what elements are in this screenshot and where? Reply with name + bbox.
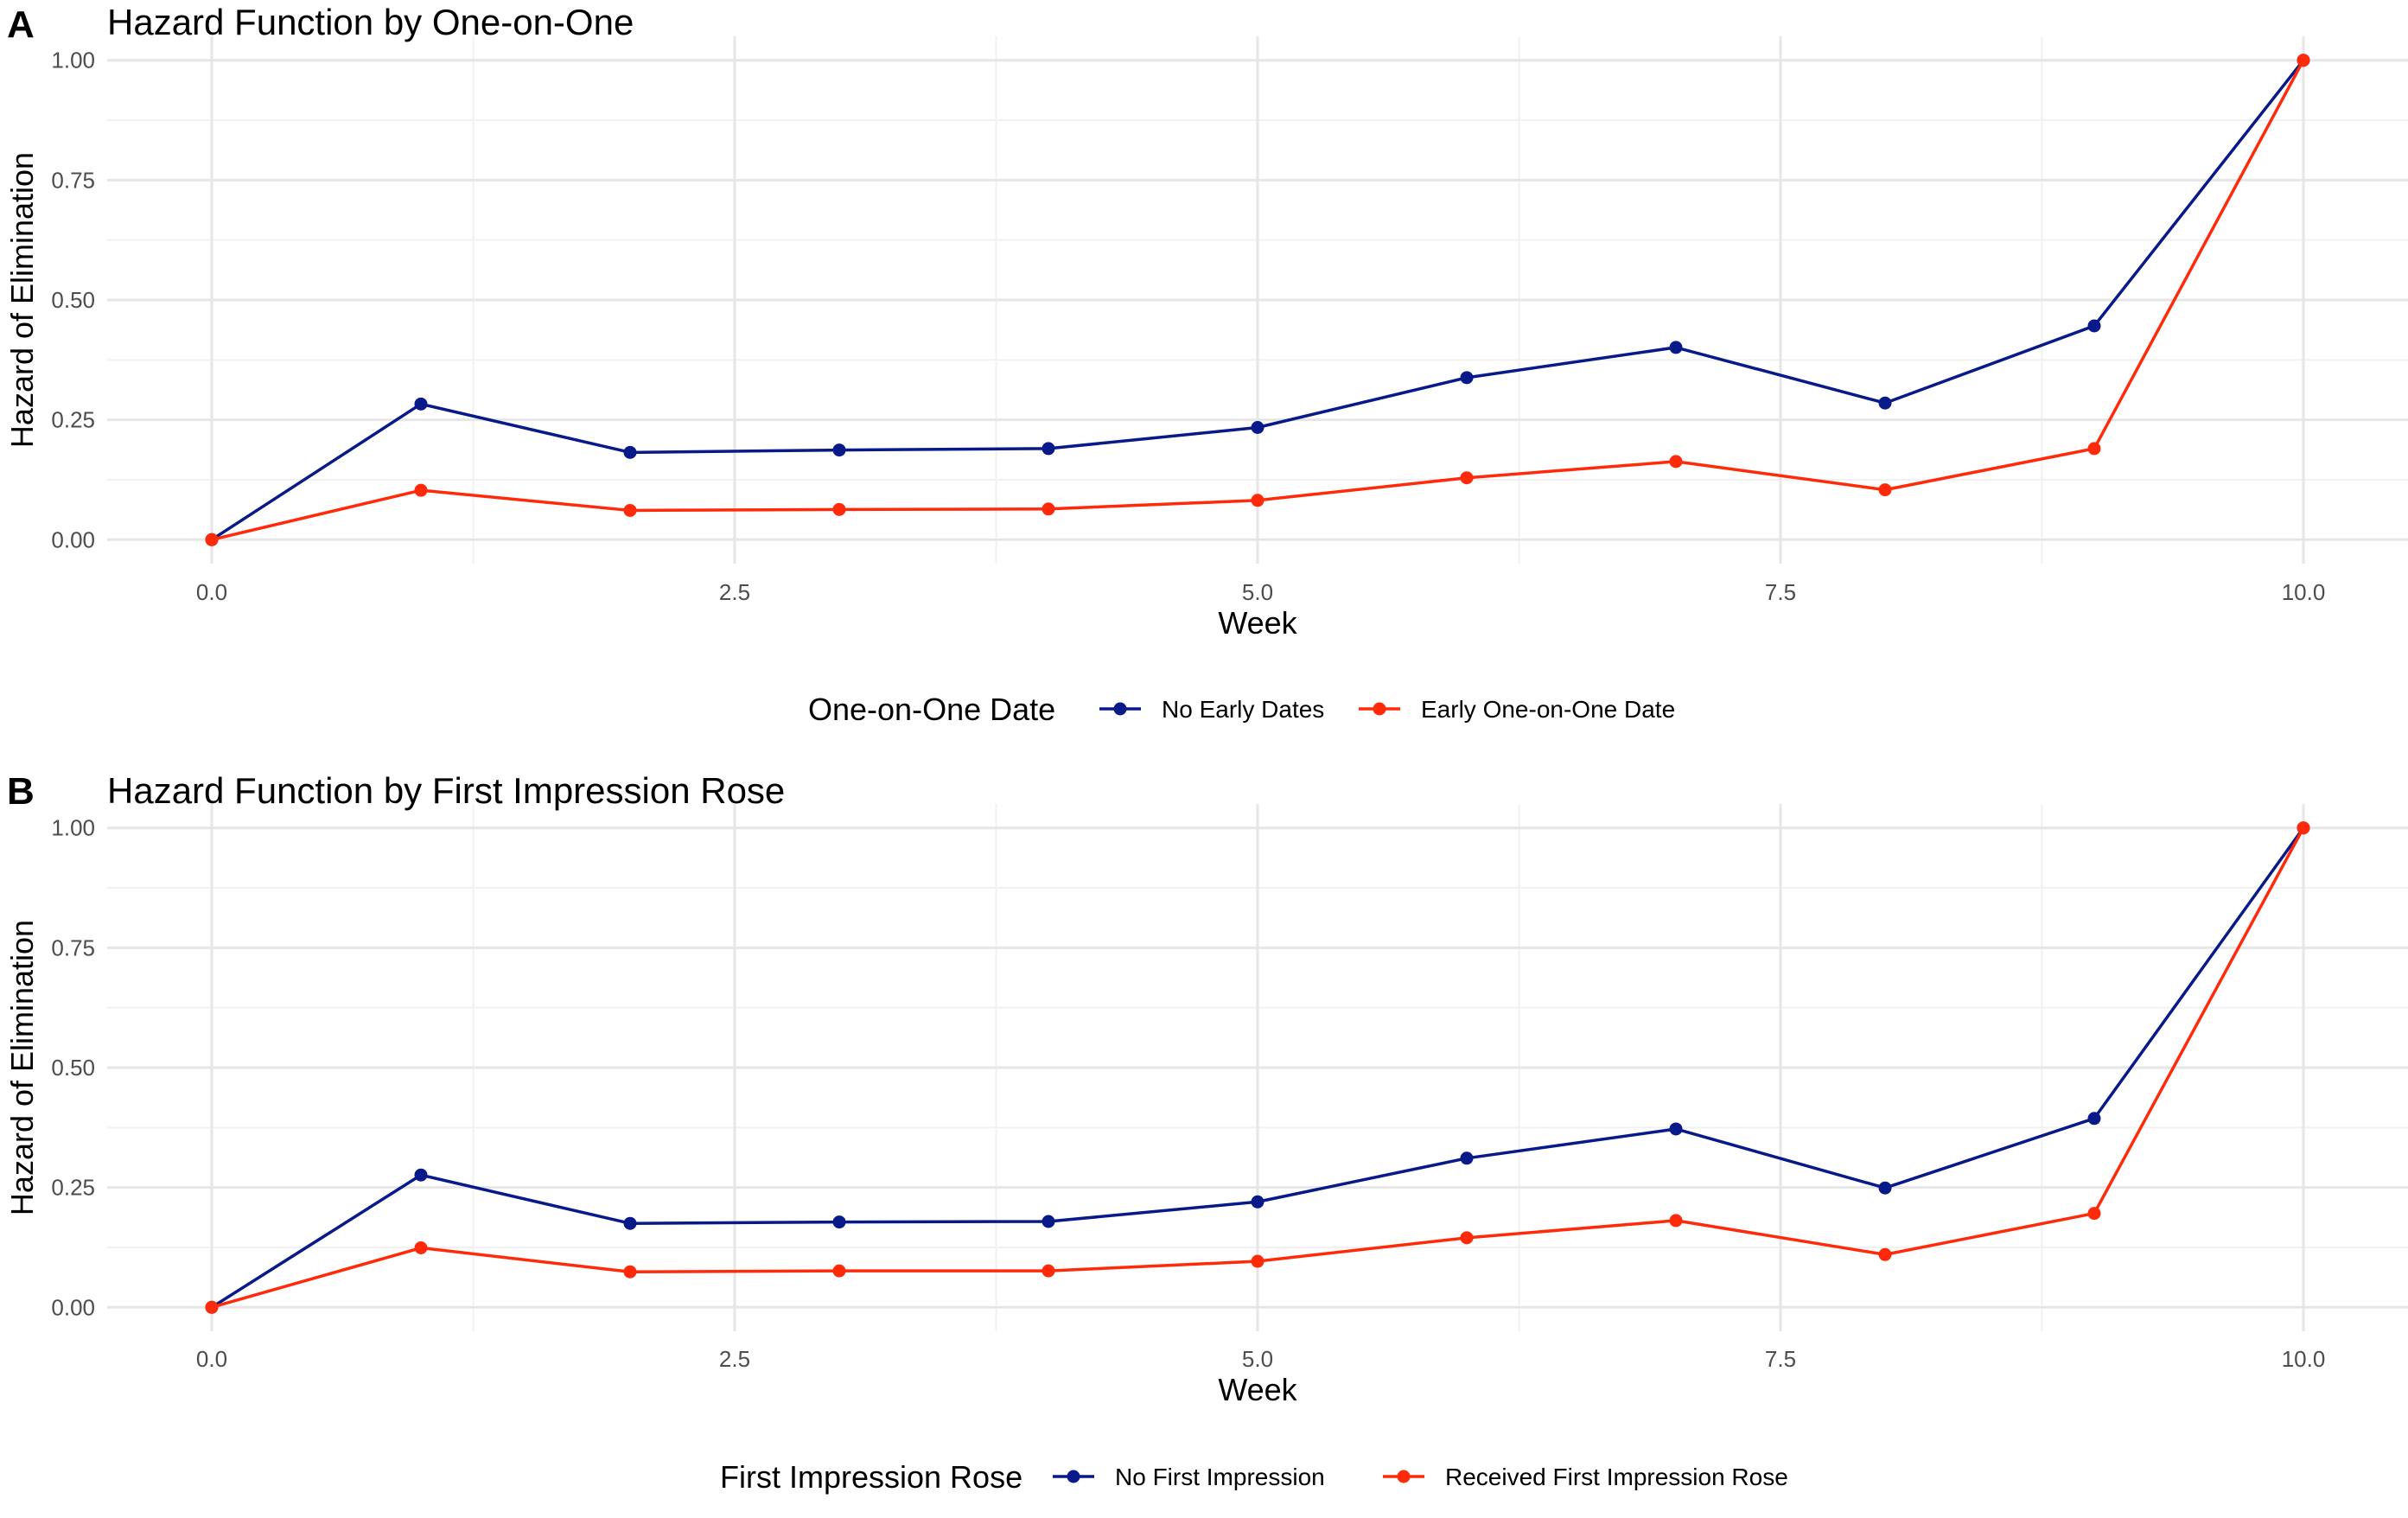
x-axis-title: Week [1218,605,1297,641]
y-tick-label: 0.75 [51,934,95,960]
data-point [1042,1264,1055,1278]
data-point [1042,1215,1055,1228]
data-point [2087,319,2101,333]
data-point [1251,494,1265,507]
x-tick-label: 0.0 [196,579,227,605]
data-point [1460,1231,1474,1245]
y-tick-label: 0.00 [51,526,95,552]
y-axis-title: Hazard of Elimination [4,152,40,448]
data-point [832,502,846,516]
data-point [2297,54,2310,67]
legend: One-on-One Date No Early Dates Early One-o… [808,692,1675,727]
x-tick-label: 5.0 [1242,579,1273,605]
y-tick-label: 0.25 [51,1175,95,1201]
y-tick-label: 0.25 [51,407,95,433]
data-point [832,1264,846,1278]
grid [107,804,2408,1331]
x-tick-label: 10.0 [2282,1346,2326,1372]
legend: First Impression Rose No First Impression… [720,1459,1788,1495]
legend-key-point [1397,1470,1411,1483]
y-tick-label: 0.50 [51,1055,95,1081]
chart-title: Hazard Function by First Impression Rose [107,770,785,811]
series-1 [205,54,2310,546]
data-point [1878,483,1892,497]
data-point [1669,1122,1683,1136]
data-point [623,1265,637,1279]
data-point [205,533,219,546]
data-point [1460,371,1474,385]
y-tick-label: 0.75 [51,167,95,193]
data-point [1251,1254,1265,1268]
x-tick-label: 7.5 [1765,1346,1796,1372]
legend-label: No First Impression [1115,1464,1325,1490]
data-point [2087,1207,2101,1221]
data-point [2087,442,2101,456]
data-point [623,445,637,459]
data-point [623,503,637,517]
x-tick-label: 10.0 [2282,579,2326,605]
x-tick-label: 0.0 [196,1346,227,1372]
data-point [1878,396,1892,410]
y-tick-label: 1.00 [51,815,95,841]
data-point [623,1216,637,1230]
data-point [414,483,428,497]
legend-title: One-on-One Date [808,692,1055,727]
data-point [1460,471,1474,485]
legend-key-point [1113,702,1127,716]
data-point [2087,1112,2101,1126]
x-tick-label: 7.5 [1765,579,1796,605]
data-point [1460,1151,1474,1165]
data-point [1251,1195,1265,1209]
legend-key-point [1373,702,1386,716]
data-point [1669,1214,1683,1228]
data-point [1878,1181,1892,1195]
grid [107,36,2408,564]
panel-a: 0.0 2.5 5.0 7.5 10.0 0.00 0.25 0.50 0.75 1.00 Week… [4,2,2408,727]
chart-title: Hazard Function by One-on-One [107,2,634,42]
data-point [414,1168,428,1182]
y-tick-label: 0.50 [51,287,95,313]
y-axis-title: Hazard of Elimination [4,920,40,1215]
legend-title: First Impression Rose [720,1459,1022,1495]
data-point [832,443,846,457]
data-point [414,397,428,411]
y-tick-label: 1.00 [51,48,95,73]
data-point [2297,821,2310,835]
data-point [832,1215,846,1229]
series-0 [205,54,2310,546]
panel-tag: A [7,3,35,46]
data-point [205,1300,219,1314]
x-tick-label: 2.5 [719,579,750,605]
data-point [1251,421,1265,435]
panel-b: 0.0 2.5 5.0 7.5 10.0 0.00 0.25 0.50 0.75 1.00 Week… [4,770,2408,1495]
legend-label: Received First Impression Rose [1445,1464,1788,1490]
data-point [1669,455,1683,469]
panel-tag: B [7,770,35,813]
data-point [1878,1247,1892,1261]
x-axis-title: Week [1218,1372,1297,1407]
data-point [1042,442,1055,456]
data-point [1042,502,1055,516]
x-tick-label: 5.0 [1242,1346,1273,1372]
legend-label: Early One-on-One Date [1421,696,1675,723]
x-tick-label: 2.5 [719,1346,750,1372]
legend-label: No Early Dates [1162,696,1324,723]
legend-key-point [1067,1470,1080,1483]
data-point [414,1241,428,1255]
series-1 [205,821,2310,1314]
data-point [1669,341,1683,354]
y-tick-label: 0.00 [51,1294,95,1320]
